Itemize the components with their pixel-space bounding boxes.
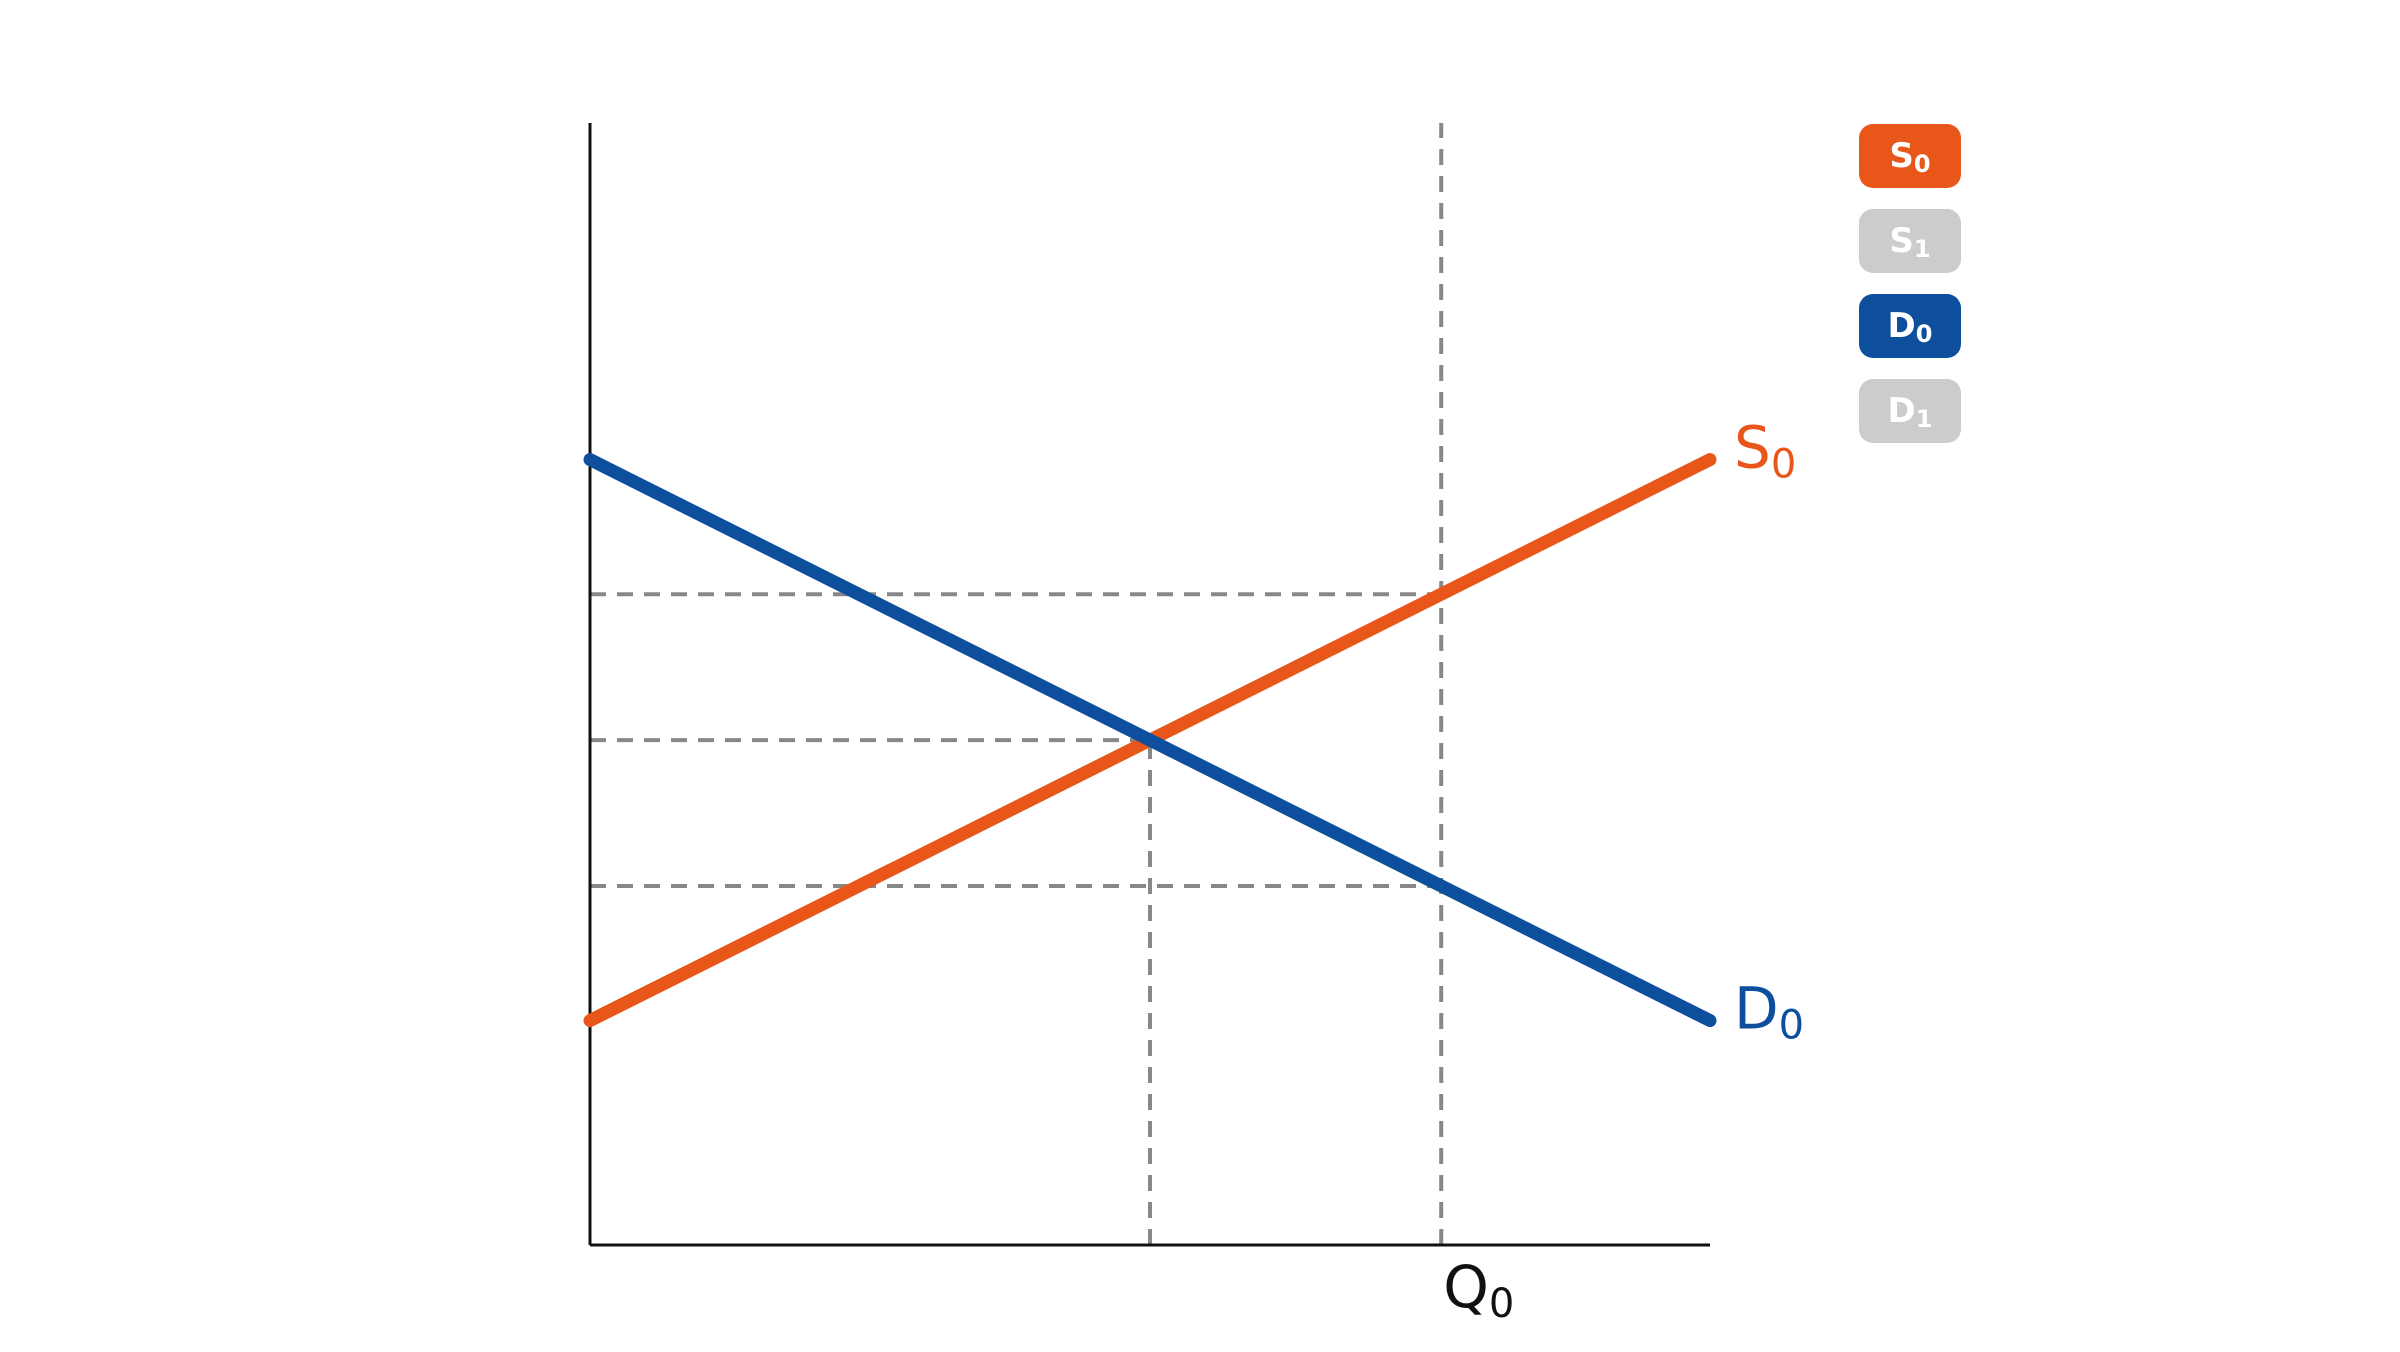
curves (583, 453, 1717, 1028)
legend-label-subscript: 1 (1913, 235, 1931, 263)
legend-label: S (1889, 221, 1914, 261)
legend-label: D (1887, 306, 1916, 346)
curve-label-D0: D0 (1734, 975, 1804, 1049)
axes (588, 123, 1710, 1247)
legend-label: S (1889, 136, 1914, 176)
legend-label: D (1887, 391, 1916, 431)
legend-label-subscript: 0 (1915, 320, 1933, 348)
guide-lines (590, 123, 1444, 1245)
legend-label-subscript: 0 (1913, 150, 1931, 178)
curve-D0 (583, 453, 1717, 1028)
curve-label-S0: S0 (1734, 414, 1796, 488)
labels: S0 D0 Q0 (1443, 414, 1804, 1327)
x-tick-label-0: Q0 (1443, 1253, 1514, 1327)
legend-label-subscript: 1 (1915, 405, 1933, 433)
